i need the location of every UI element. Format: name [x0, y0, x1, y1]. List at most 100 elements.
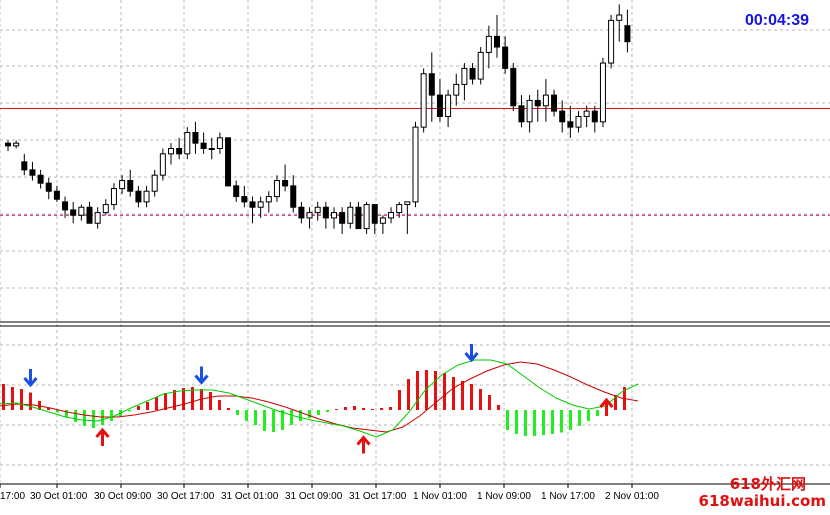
bull-candle [363, 204, 370, 230]
histogram-bar-positive [335, 409, 338, 410]
bull-candle [404, 201, 411, 206]
histogram-bar-positive [614, 395, 617, 410]
bear-candle [518, 105, 525, 123]
bull-candle [306, 212, 313, 219]
arrow-up-icon [356, 435, 371, 454]
x-tick-label: 1 Nov 09:00 [477, 491, 531, 502]
bull-candle [168, 148, 174, 155]
histogram-bar-positive [389, 407, 392, 410]
bear-candle [249, 201, 256, 208]
arrow-head [194, 374, 209, 385]
x-tick-label: 17:00 [0, 491, 25, 502]
histogram-bar-positive [371, 409, 374, 410]
histogram-bar-positive [20, 389, 23, 410]
histogram-bar-negative [245, 410, 248, 421]
histogram-bar-positive [479, 389, 482, 410]
bull-candle [396, 204, 403, 214]
histogram-bar-negative [596, 410, 599, 416]
histogram-bar-positive [416, 371, 419, 410]
histogram-bar-negative [110, 410, 113, 421]
arrow-head [599, 397, 614, 408]
histogram-bar-positive [434, 371, 437, 410]
bear-candle [624, 25, 631, 43]
bear-candle [502, 46, 509, 69]
arrow-head [356, 435, 371, 446]
bull-candle [420, 73, 427, 128]
histogram-bar-positive [227, 408, 230, 410]
bear-candle [469, 67, 476, 80]
oscillator-signal-lines [0, 359, 639, 438]
x-tick-label: 30 Oct 17:00 [157, 491, 215, 502]
x-tick-label: 30 Oct 09:00 [94, 491, 152, 502]
bear-candle [494, 35, 500, 48]
histogram-bar-positive [443, 373, 446, 410]
histogram-bar-negative [272, 410, 275, 432]
bear-candle [339, 212, 346, 224]
arrow-down-icon [464, 344, 479, 363]
bear-candle [371, 204, 378, 224]
histogram-bar-negative [83, 410, 86, 426]
bull-candle [13, 142, 20, 147]
histogram-bar-positive [209, 392, 212, 410]
bear-candle [5, 142, 11, 147]
histogram-bar-positive [380, 408, 383, 410]
histogram-bar-positive [407, 379, 410, 410]
histogram-bar-negative [542, 410, 545, 435]
x-tick-label: 31 Oct 17:00 [349, 491, 407, 502]
histogram-bar-positive [47, 408, 50, 410]
bull-candle [599, 62, 606, 123]
histogram-bar-positive [164, 393, 167, 410]
x-tick-label: 2 Nov 01:00 [605, 491, 659, 502]
bear-candle [534, 99, 541, 107]
arrow-up-icon [599, 397, 614, 416]
bear-candle [135, 190, 142, 203]
bull-candle [216, 137, 223, 150]
arrow-down-icon [194, 366, 209, 385]
bear-candle [567, 121, 574, 128]
arrow-head [95, 427, 110, 438]
bear-candle [591, 110, 598, 123]
bear-candle [62, 201, 69, 211]
bear-candle [436, 94, 443, 117]
histogram-bar-negative [326, 410, 329, 412]
bull-candle [379, 217, 386, 224]
oscillator-histogram [2, 370, 626, 436]
bull-candle [273, 180, 280, 198]
bull-candle [477, 51, 484, 80]
bull-candle [583, 110, 590, 117]
bear-candle [282, 180, 289, 187]
histogram-bar-negative [317, 410, 320, 415]
histogram-bar-positive [353, 406, 356, 410]
bull-candle [143, 190, 150, 203]
histogram-bar-positive [398, 390, 401, 410]
bull-candle [347, 206, 354, 224]
bull-candle [314, 206, 321, 214]
histogram-bar-negative [236, 410, 239, 415]
bear-candle [510, 67, 517, 107]
bear-candle [21, 161, 28, 171]
bear-candle [241, 196, 248, 203]
bull-candle [575, 115, 582, 128]
histogram-bar-negative [290, 410, 293, 425]
bull-candle [461, 67, 468, 85]
histogram-bar-positive [362, 408, 365, 410]
histogram-bar-positive [137, 406, 140, 410]
bear-candle [37, 174, 44, 184]
bull-candle [542, 94, 549, 107]
signal-line-red [0, 361, 639, 433]
histogram-bar-positive [461, 381, 464, 410]
bear-candle [225, 137, 232, 187]
bear-candle [53, 190, 60, 200]
bear-candle [29, 169, 36, 176]
x-tick-label: 1 Nov 17:00 [541, 491, 595, 502]
histogram-bar-positive [470, 384, 473, 410]
histogram-bar-negative [515, 410, 518, 434]
histogram-bar-positive [173, 390, 176, 410]
watermark-line-1: 618外汇网 [729, 475, 806, 493]
bear-candle [298, 206, 305, 219]
bull-candle [94, 212, 101, 224]
histogram-bar-positive [38, 401, 41, 410]
bull-candle [102, 204, 109, 214]
signal-line-green [0, 359, 639, 438]
